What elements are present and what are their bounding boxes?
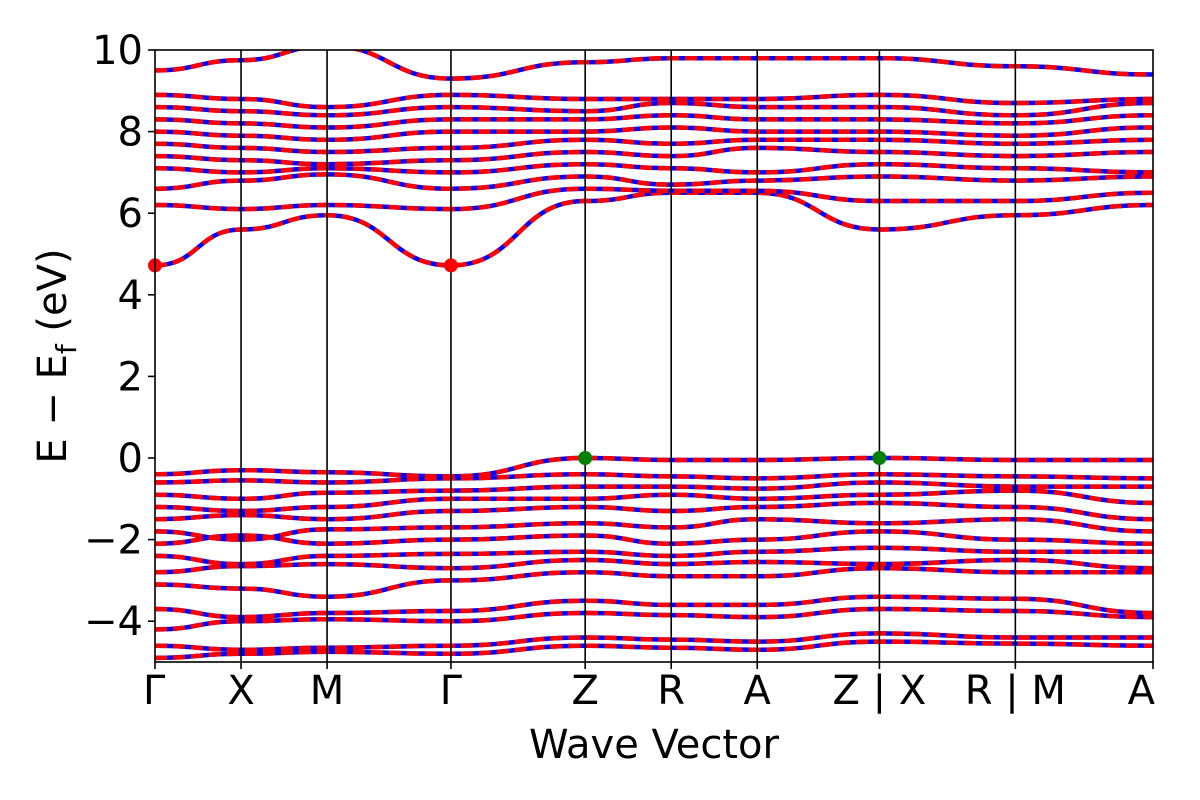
x-axis-title: Wave Vector <box>529 722 780 768</box>
x-tick-label: X <box>227 668 254 714</box>
y-axis-title-main: E − E <box>30 354 76 464</box>
x-tick-label: M <box>310 668 345 714</box>
vbm-marker-2 <box>578 451 593 465</box>
y-axis-title: E − Ef (eV) <box>30 248 83 463</box>
y-tick-label: 10 <box>92 28 143 74</box>
band-20-spin-up <box>155 125 1153 143</box>
x-tick-label: A <box>1128 668 1156 714</box>
x-tick-label: Γ <box>143 668 166 714</box>
band-edge-markers <box>148 258 887 465</box>
bands-layer <box>155 50 1153 661</box>
band-24-spin-up <box>155 50 1153 81</box>
band-4-spin-up <box>155 565 1153 599</box>
band-21-spin-up <box>155 113 1153 130</box>
band-5-spin-up <box>155 557 1153 575</box>
band-3-spin-up <box>155 594 1153 620</box>
x-tick-label: R | M <box>965 668 1066 714</box>
band-16-spin-up <box>155 172 1153 191</box>
y-tick-label: 8 <box>118 110 143 156</box>
band-9-spin-up <box>155 500 1153 522</box>
plot-frame <box>154 49 1154 663</box>
band-18-spin-down <box>155 145 1153 167</box>
band-1-spin-down <box>155 631 1153 653</box>
y-axis: −4 −2 0 2 4 6 8 10 <box>84 28 155 645</box>
x-tick-label: R <box>657 668 685 714</box>
band-7-spin-down <box>155 529 1153 546</box>
band-2-spin-down <box>155 606 1153 632</box>
x-axis: Γ X M Γ Z R A Z | X R | M A <box>143 662 1156 714</box>
y-tick-label: 6 <box>118 191 143 237</box>
y-tick-label: 2 <box>118 354 143 400</box>
band-0-spin-down <box>155 639 1153 661</box>
band-10-spin-up <box>155 488 1153 514</box>
high-symmetry-lines <box>240 50 1017 662</box>
x-tick-label: A <box>744 668 772 714</box>
y-axis-title-unit: (eV) <box>30 248 76 344</box>
y-tick-label: −4 <box>84 599 143 645</box>
y-tick-label: 0 <box>118 436 143 482</box>
band-23-spin-down <box>155 92 1153 110</box>
band-17-spin-down <box>155 161 1153 175</box>
band-14-spin-up <box>155 190 1153 268</box>
vbm-marker-3 <box>872 451 887 465</box>
band-24-spin-down <box>155 50 1153 81</box>
band-11-spin-down <box>155 480 1153 502</box>
y-axis-title-subscript: f <box>50 343 83 354</box>
x-tick-label: Γ <box>440 668 463 714</box>
band-4-spin-down <box>155 565 1153 599</box>
band-12-spin-down <box>155 472 1153 485</box>
band-19-spin-down <box>155 137 1153 155</box>
cbm-marker-1 <box>443 258 458 273</box>
x-tick-label: Z <box>571 668 598 714</box>
x-tick-label: Z | X <box>833 668 927 714</box>
band-15-spin-up <box>155 186 1153 212</box>
y-tick-label: 4 <box>118 273 143 319</box>
y-tick-label: −2 <box>84 518 143 564</box>
band-22-spin-up <box>155 100 1153 118</box>
band-13-spin-up <box>155 455 1153 479</box>
band-8-spin-up <box>155 516 1153 542</box>
band-6-spin-down <box>155 545 1153 567</box>
